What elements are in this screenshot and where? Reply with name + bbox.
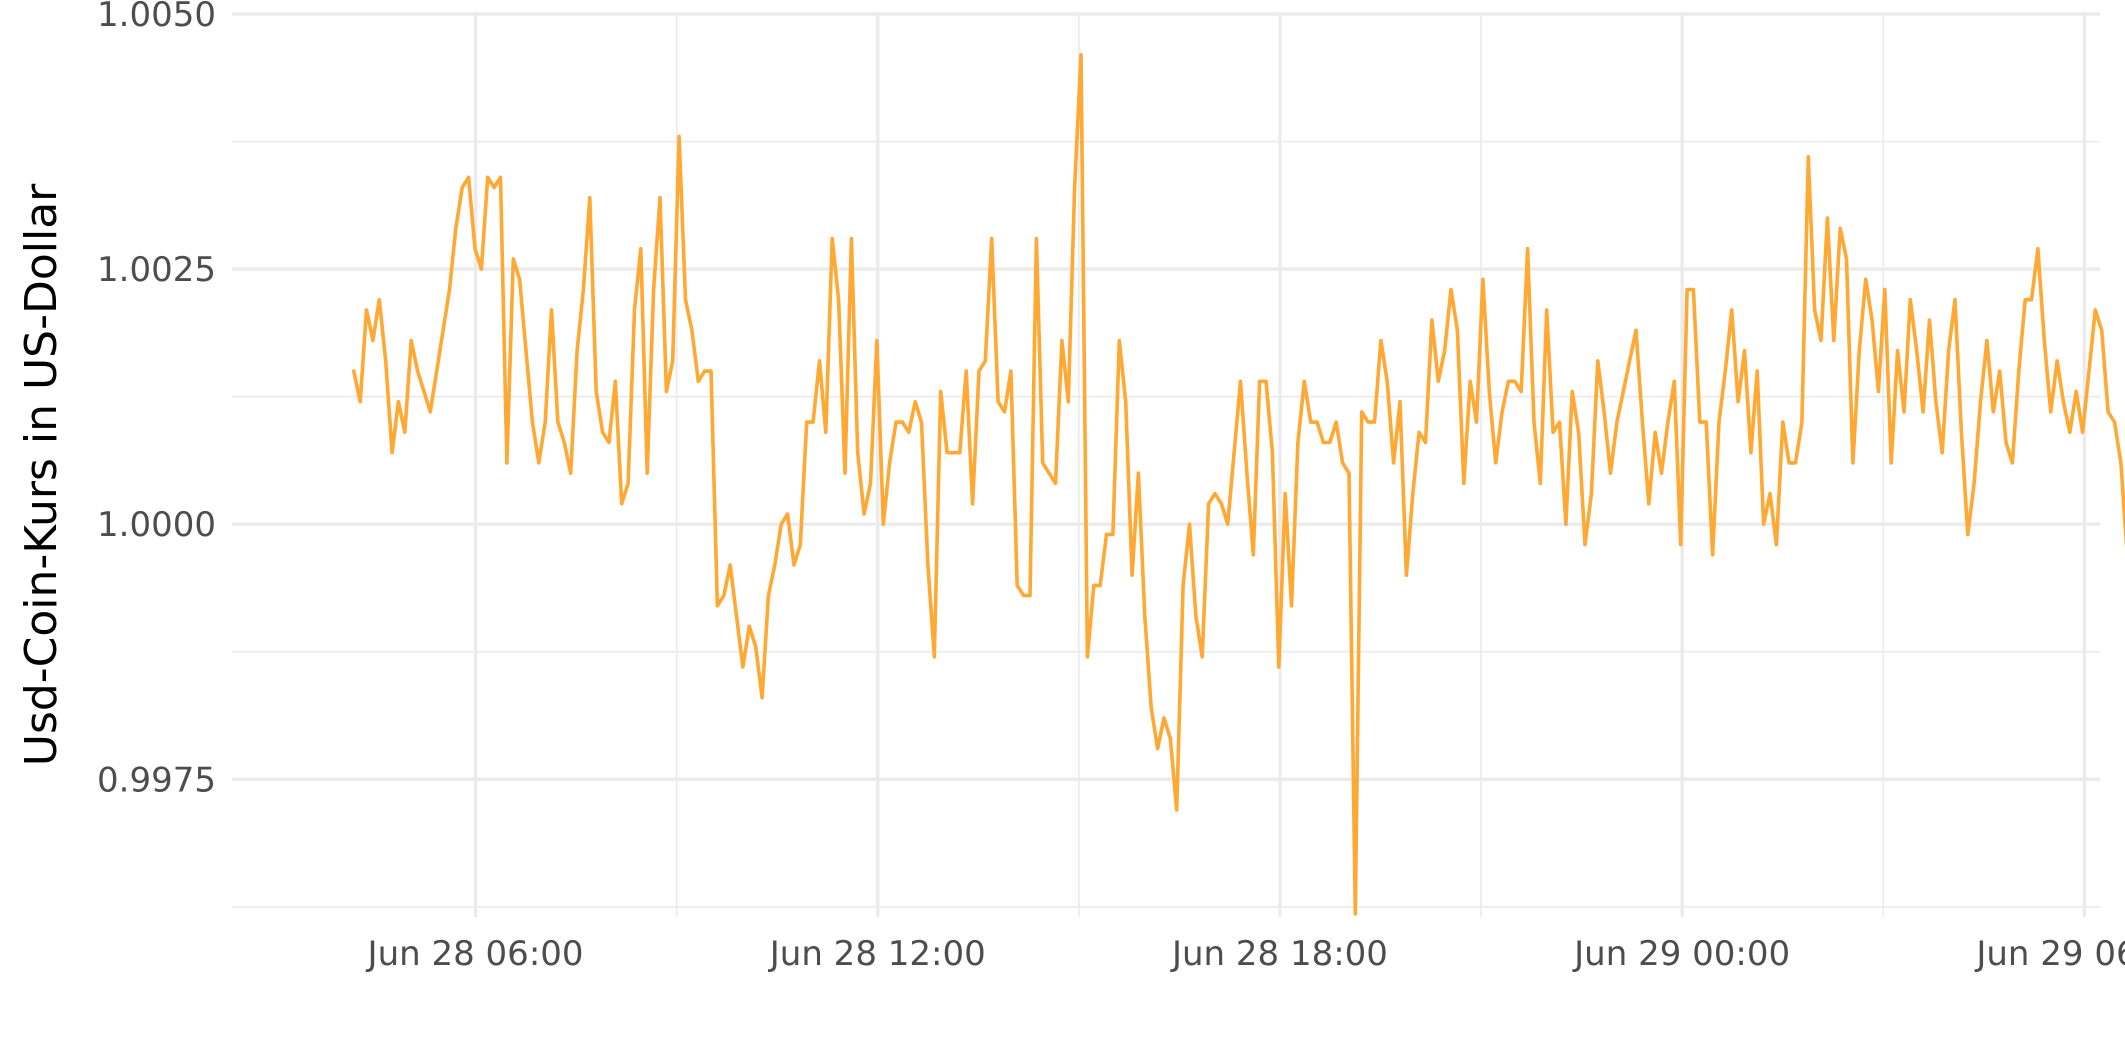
y-axis-ticks: 0.9975 1.0000 1.0025 1.0050 <box>97 0 216 800</box>
series-layer <box>351 52 2125 916</box>
x-tick-label: Jun 28 12:00 <box>768 934 986 974</box>
y-tick-label: 0.9975 <box>97 760 216 800</box>
x-tick-label: Jun 28 06:00 <box>366 934 584 974</box>
y-tick-label: 1.0025 <box>97 250 216 290</box>
x-axis-ticks: Jun 28 06:00 Jun 28 12:00 Jun 28 18:00 Jun … <box>366 934 2125 974</box>
price-series-line <box>351 52 2125 916</box>
x-tick-label: Jun 28 18:00 <box>1170 934 1388 974</box>
grid <box>232 12 2100 917</box>
y-axis-title: Usd-Coin-Kurs in US-Dollar <box>16 183 67 766</box>
x-tick-label: Jun 29 00:00 <box>1572 934 1790 974</box>
y-tick-label: 1.0000 <box>97 505 216 545</box>
y-tick-label: 1.0050 <box>97 0 216 35</box>
x-tick-label: Jun 29 06:00 <box>1974 934 2125 974</box>
